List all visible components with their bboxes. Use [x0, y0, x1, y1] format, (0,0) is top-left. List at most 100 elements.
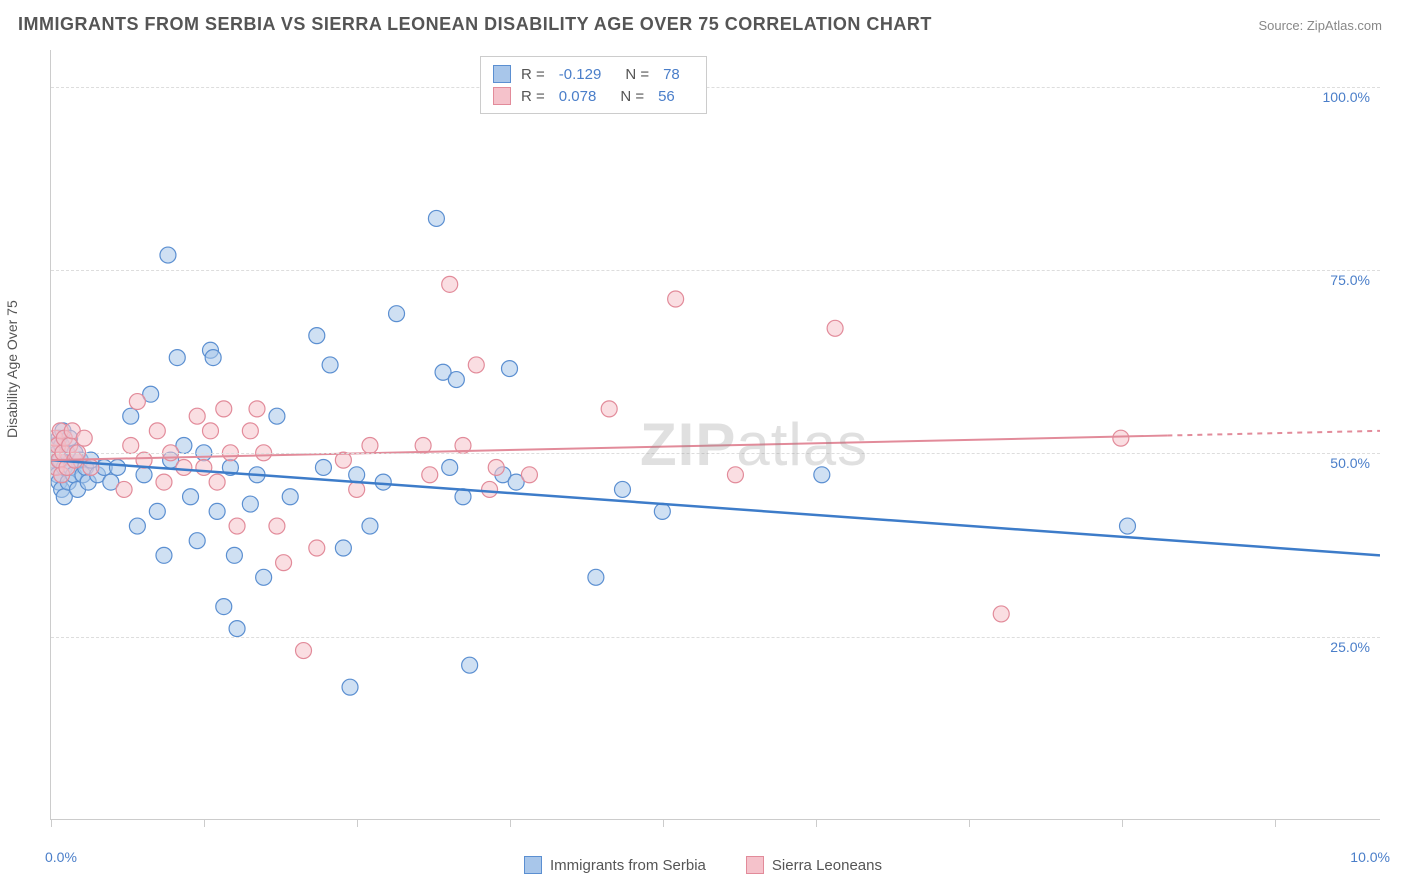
- data-point-sierra_leone: [116, 481, 132, 497]
- data-point-sierra_leone: [269, 518, 285, 534]
- source-attribution: Source: ZipAtlas.com: [1258, 18, 1382, 33]
- data-point-sierra_leone: [993, 606, 1009, 622]
- x-tick: [510, 819, 511, 827]
- x-tick: [357, 819, 358, 827]
- legend-swatch: [524, 856, 542, 874]
- y-tick-label: 50.0%: [1330, 455, 1370, 471]
- x-tick: [1122, 819, 1123, 827]
- data-point-sierra_leone: [442, 276, 458, 292]
- data-point-serbia: [389, 306, 405, 322]
- data-point-sierra_leone: [1113, 430, 1129, 446]
- data-point-sierra_leone: [242, 423, 258, 439]
- data-point-serbia: [814, 467, 830, 483]
- legend-N-value: 78: [663, 66, 680, 83]
- regression-line-dashed-sierra_leone: [1167, 431, 1380, 436]
- legend-swatch: [493, 87, 511, 105]
- data-point-sierra_leone: [362, 437, 378, 453]
- legend-item-serbia: Immigrants from Serbia: [524, 856, 706, 874]
- data-point-sierra_leone: [202, 423, 218, 439]
- y-axis-title: Disability Age Over 75: [4, 300, 20, 438]
- x-tick: [816, 819, 817, 827]
- data-point-sierra_leone: [229, 518, 245, 534]
- data-point-serbia: [169, 350, 185, 366]
- gridline: [51, 87, 1380, 88]
- legend-item-sierra_leone: Sierra Leoneans: [746, 856, 882, 874]
- x-tick: [51, 819, 52, 827]
- data-point-sierra_leone: [123, 437, 139, 453]
- data-point-sierra_leone: [156, 474, 172, 490]
- source-label: Source:: [1258, 18, 1306, 33]
- data-point-sierra_leone: [482, 481, 498, 497]
- data-point-sierra_leone: [189, 408, 205, 424]
- data-point-sierra_leone: [276, 555, 292, 571]
- y-tick-label: 25.0%: [1330, 639, 1370, 655]
- data-point-serbia: [654, 503, 670, 519]
- data-point-sierra_leone: [827, 320, 843, 336]
- data-point-sierra_leone: [601, 401, 617, 417]
- chart-title: IMMIGRANTS FROM SERBIA VS SIERRA LEONEAN…: [18, 14, 932, 35]
- data-point-sierra_leone: [216, 401, 232, 417]
- data-point-serbia: [1119, 518, 1135, 534]
- data-point-sierra_leone: [176, 459, 192, 475]
- legend-N-label: N =: [625, 66, 649, 83]
- data-point-sierra_leone: [668, 291, 684, 307]
- x-tick: [969, 819, 970, 827]
- data-point-serbia: [342, 679, 358, 695]
- data-point-serbia: [442, 459, 458, 475]
- data-point-serbia: [335, 540, 351, 556]
- regression-line-sierra_leone: [51, 436, 1167, 461]
- data-point-serbia: [256, 569, 272, 585]
- data-point-serbia: [160, 247, 176, 263]
- data-point-sierra_leone: [249, 401, 265, 417]
- legend-R-label: R =: [521, 88, 545, 105]
- legend-N-value: 56: [658, 88, 675, 105]
- data-point-serbia: [205, 350, 221, 366]
- data-point-serbia: [349, 467, 365, 483]
- data-point-sierra_leone: [488, 459, 504, 475]
- gridline: [51, 637, 1380, 638]
- legend-stats: R =-0.129N =78R =0.078N =56: [480, 56, 707, 114]
- data-point-serbia: [123, 408, 139, 424]
- legend-stat-row-sierra_leone: R =0.078N =56: [493, 85, 694, 107]
- data-point-serbia: [229, 621, 245, 637]
- data-point-serbia: [242, 496, 258, 512]
- data-point-serbia: [362, 518, 378, 534]
- data-point-serbia: [315, 459, 331, 475]
- legend-swatch: [746, 856, 764, 874]
- legend-R-value: -0.129: [559, 66, 602, 83]
- x-tick: [1275, 819, 1276, 827]
- source-value: ZipAtlas.com: [1307, 18, 1382, 33]
- plot-area: 0.0% 10.0% 25.0%50.0%75.0%100.0%: [50, 50, 1380, 820]
- data-point-serbia: [282, 489, 298, 505]
- data-point-serbia: [109, 459, 125, 475]
- data-point-serbia: [136, 467, 152, 483]
- data-point-sierra_leone: [296, 643, 312, 659]
- data-point-sierra_leone: [422, 467, 438, 483]
- data-point-sierra_leone: [468, 357, 484, 373]
- data-point-serbia: [462, 657, 478, 673]
- data-point-serbia: [375, 474, 391, 490]
- data-point-serbia: [428, 210, 444, 226]
- legend-label: Immigrants from Serbia: [550, 857, 706, 874]
- legend-stat-row-serbia: R = -0.129 N = 78: [493, 63, 694, 85]
- legend-label: Sierra Leoneans: [772, 857, 882, 874]
- data-point-serbia: [149, 503, 165, 519]
- x-tick: [663, 819, 664, 827]
- data-point-serbia: [189, 533, 205, 549]
- data-point-sierra_leone: [196, 459, 212, 475]
- gridline: [51, 453, 1380, 454]
- data-point-sierra_leone: [209, 474, 225, 490]
- data-point-serbia: [269, 408, 285, 424]
- data-point-serbia: [322, 357, 338, 373]
- data-point-sierra_leone: [76, 430, 92, 446]
- legend-series: Immigrants from Serbia Sierra Leoneans: [0, 856, 1406, 878]
- legend-R-label: R =: [521, 66, 545, 83]
- data-point-serbia: [448, 372, 464, 388]
- data-point-serbia: [309, 328, 325, 344]
- data-point-sierra_leone: [149, 423, 165, 439]
- legend-N-label: N =: [620, 88, 644, 105]
- legend-swatch: [493, 65, 511, 83]
- x-tick: [204, 819, 205, 827]
- data-point-serbia: [209, 503, 225, 519]
- data-point-serbia: [183, 489, 199, 505]
